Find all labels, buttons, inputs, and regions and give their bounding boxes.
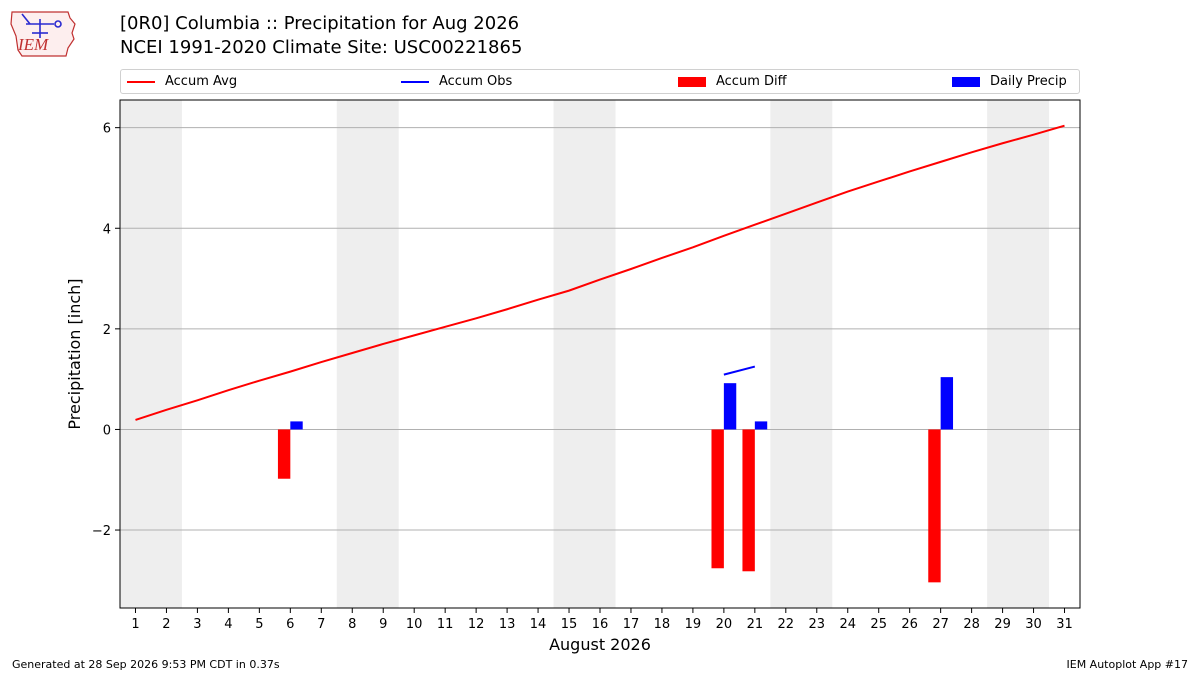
x-tick-label: 18 [654,617,671,632]
legend-swatch-accum-obs [401,80,429,83]
bar-daily-precip [290,421,303,430]
legend-item-accum-diff: Accum Diff [678,70,787,93]
x-tick-label: 7 [317,617,325,632]
legend-item-accum-obs: Accum Obs [401,70,512,93]
legend-label-accum-obs: Accum Obs [439,74,513,89]
x-tick-label: 9 [379,617,387,632]
bar-daily-precip [754,421,768,430]
chart-title-line-2: NCEI 1991-2020 Climate Site: USC00221865 [120,37,523,58]
x-tick-label: 14 [530,617,547,632]
x-tick-label: 4 [224,617,232,632]
chart-legend: Accum Avg Accum Obs Accum Diff Daily Pre… [120,69,1080,94]
y-tick-label: 6 [103,122,111,137]
weekend-band [770,100,833,608]
weekend-band [120,100,182,608]
x-tick-label: 1 [131,617,139,632]
x-tick-label: 10 [406,617,423,632]
legend-swatch-daily-precip [952,76,980,87]
x-tick-label: 12 [468,617,485,632]
bar-accum-diff [742,429,755,572]
y-tick-label: 4 [103,222,111,237]
x-tick-label: 26 [901,617,918,632]
x-tick-label: 15 [561,617,578,632]
autoplot-footer: IEM Autoplot App #17 [1066,658,1189,671]
legend-swatch-accum-diff [678,76,706,87]
line-accum-avg [135,124,1065,421]
legend-item-daily-precip: Daily Precip [952,70,1067,93]
bar-accum-diff [711,429,724,569]
x-tick-label: 23 [809,617,826,632]
x-tick-label: 17 [623,617,640,632]
weekend-band [553,100,616,608]
x-tick-label: 11 [437,617,454,632]
y-axis-label: Precipitation [inch] [65,278,84,429]
x-tick-label: 25 [870,617,887,632]
line-accum-obs [723,365,756,376]
y-tick-label: 0 [103,423,111,438]
x-tick-label: 22 [778,617,795,632]
x-axis-label: August 2026 [549,635,651,654]
x-tick-label: 21 [747,617,764,632]
y-tick-label: −2 [92,524,111,539]
x-tick-label: 20 [716,617,733,632]
bar-daily-precip [723,383,737,430]
legend-item-accum-avg: Accum Avg [127,70,237,93]
legend-label-accum-diff: Accum Diff [716,74,787,89]
weather-station-icon [21,13,62,38]
x-tick-label: 16 [592,617,609,632]
legend-label-accum-avg: Accum Avg [165,74,238,89]
iowa-state-outline [10,11,76,57]
x-tick-label: 5 [255,617,263,632]
iem-logo: IEM [10,11,76,57]
weekend-band [987,100,1050,608]
generated-footer: Generated at 28 Sep 2026 9:53 PM CDT in … [12,658,280,671]
x-tick-label: 28 [963,617,980,632]
y-tick-label: 2 [103,323,111,338]
bar-accum-diff [928,429,941,583]
x-tick-label: 3 [193,617,201,632]
x-tick-label: 30 [1025,617,1042,632]
x-tick-label: 31 [1056,617,1073,632]
bar-accum-diff [277,429,291,479]
x-tick-label: 13 [499,617,516,632]
x-tick-label: 8 [348,617,356,632]
bar-daily-precip [940,377,954,430]
x-tick-label: 19 [685,617,702,632]
x-tick-label: 27 [932,617,949,632]
x-tick-label: 24 [839,617,856,632]
chart-title-line-1: [0R0] Columbia :: Precipitation for Aug … [120,13,520,34]
x-tick-label: 2 [162,617,170,632]
iem-logo-text: IEM [17,35,49,54]
x-tick-label: 29 [994,617,1011,632]
x-tick-label: 6 [286,617,294,632]
legend-swatch-accum-avg [127,80,155,83]
legend-label-daily-precip: Daily Precip [990,74,1067,89]
